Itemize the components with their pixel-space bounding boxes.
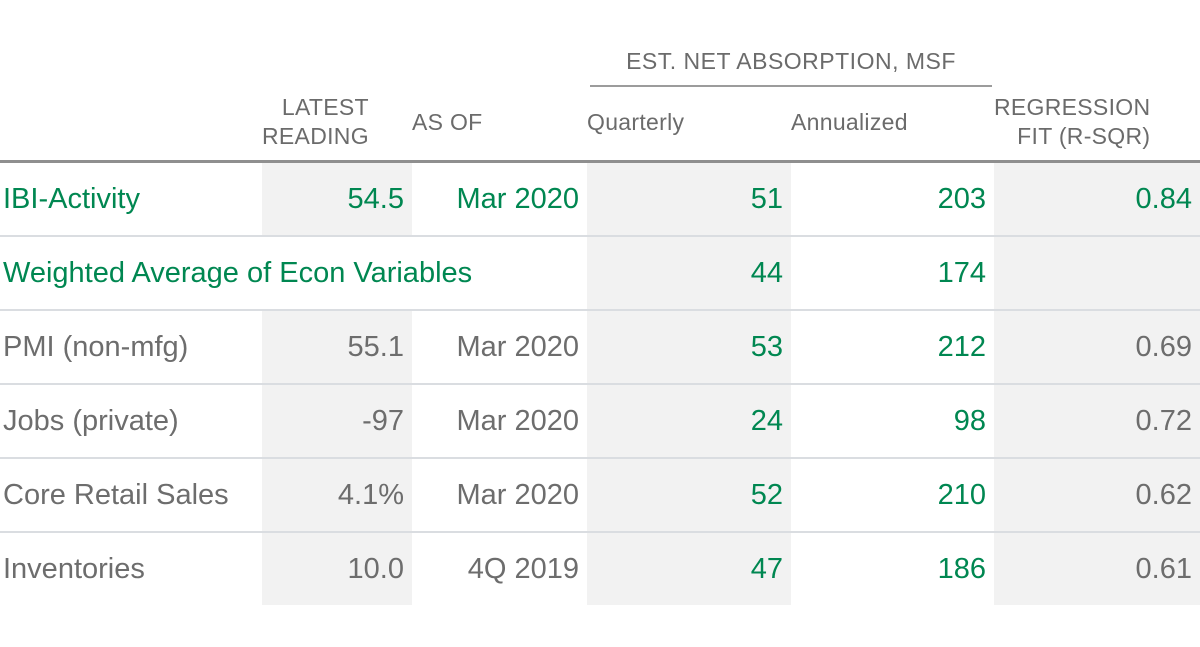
column-header-annualized: Annualized [791,108,908,135]
row-label: Weighted Average of Econ Variables [3,256,473,289]
cell-latest-reading: -97 [262,385,412,457]
cell-latest-reading: 10.0 [262,533,412,605]
column-group-underline [590,85,992,87]
cell-annualized: 210 [937,478,986,511]
cell-as-of: 4Q 2019 [467,552,579,585]
cell-regression-fit: 0.72 [994,385,1200,457]
cell-quarterly: 44 [587,237,791,309]
cell-as-of: Mar 2020 [456,478,579,511]
cell-annualized: 203 [937,182,986,215]
column-group-title: EST. NET ABSORPTION, MSF [626,48,956,74]
cell-annualized: 186 [937,552,986,585]
column-header-regression-fit: REGRESSION FIT (R-SQR) [994,94,1151,149]
cell-latest-reading: 54.5 [262,163,412,235]
table-row-pmi: PMI (non-mfg) 55.1 Mar 2020 53 212 0.69 [0,309,1200,383]
cell-regression-fit: 0.61 [994,533,1200,605]
row-label: Core Retail Sales [3,478,229,511]
row-label: Jobs (private) [3,404,179,437]
cell-quarterly: 51 [587,163,791,235]
column-header-label [0,93,262,151]
cell-as-of: Mar 2020 [456,330,579,363]
column-group-net-absorption: EST. NET ABSORPTION, MSF [590,48,992,87]
table-row-weighted-average: Weighted Average of Econ Variables 44 17… [0,235,1200,309]
cell-annualized: 212 [937,330,986,363]
column-header-row: LATEST READING AS OF Quarterly Annualize… [0,93,1200,151]
cell-quarterly: 52 [587,459,791,531]
cell-annualized: 174 [937,256,986,289]
table-row-jobs: Jobs (private) -97 Mar 2020 24 98 0.72 [0,383,1200,457]
column-header-quarterly: Quarterly [587,108,685,135]
row-label: PMI (non-mfg) [3,330,189,363]
table-row-ibi-activity: IBI-Activity 54.5 Mar 2020 51 203 0.84 [0,163,1200,235]
table-row-core-retail-sales: Core Retail Sales 4.1% Mar 2020 52 210 0… [0,457,1200,531]
row-label: Inventories [3,552,145,585]
cell-as-of: Mar 2020 [456,404,579,437]
table-row-inventories: Inventories 10.0 4Q 2019 47 186 0.61 [0,531,1200,605]
cell-quarterly: 47 [587,533,791,605]
cell-as-of: Mar 2020 [456,182,579,215]
cell-regression-fit: 0.69 [994,311,1200,383]
cell-annualized: 98 [953,404,986,437]
cell-regression-fit [994,237,1200,309]
cell-latest-reading: 4.1% [262,459,412,531]
indicator-table: EST. NET ABSORPTION, MSF LATEST READING … [0,0,1200,605]
column-header-as-of: AS OF [412,108,483,135]
cell-quarterly: 24 [587,385,791,457]
cell-regression-fit: 0.62 [994,459,1200,531]
column-header-latest-reading: LATEST READING [262,94,369,149]
cell-regression-fit: 0.84 [994,163,1200,235]
row-label: IBI-Activity [3,182,140,215]
table-header: EST. NET ABSORPTION, MSF LATEST READING … [0,0,1200,163]
cell-quarterly: 53 [587,311,791,383]
cell-latest-reading: 55.1 [262,311,412,383]
